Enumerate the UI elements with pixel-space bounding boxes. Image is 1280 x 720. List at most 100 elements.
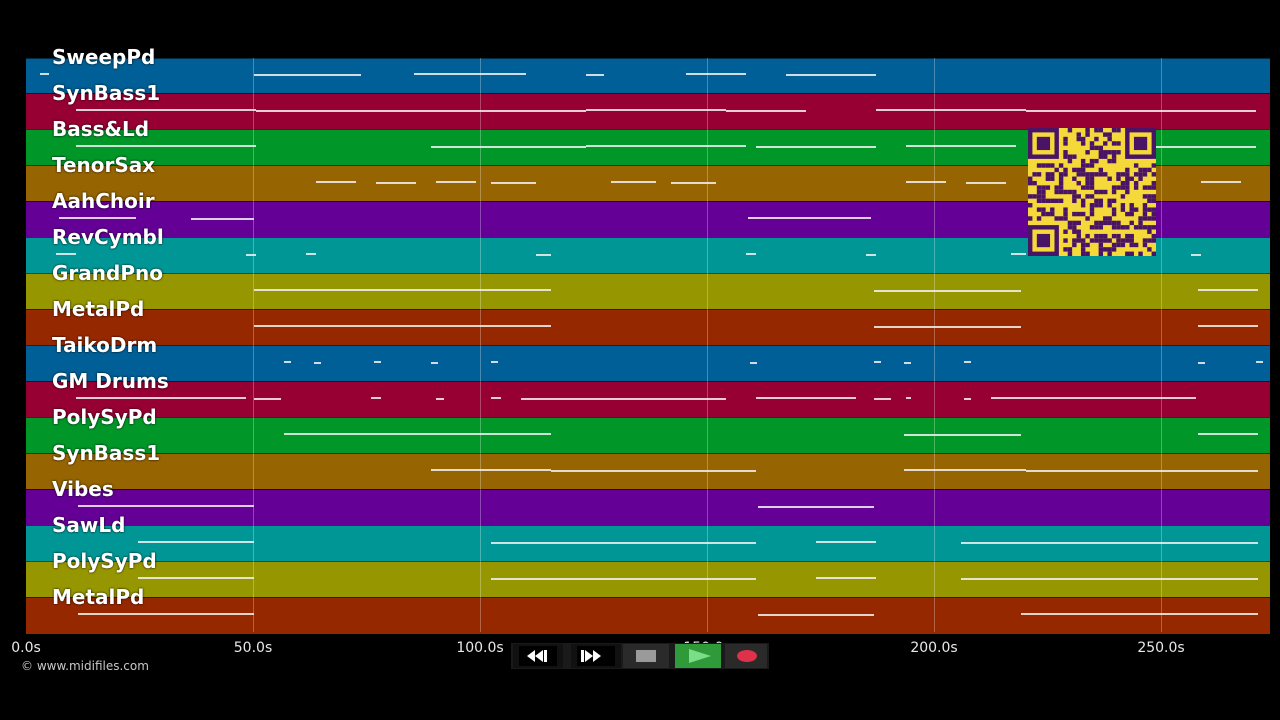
note-event: [906, 145, 1016, 147]
track-lane[interactable]: [26, 417, 1270, 454]
note-event: [874, 326, 1021, 328]
note-event: [491, 361, 498, 363]
track-label: GM Drums: [52, 369, 169, 393]
note-event: [431, 146, 586, 148]
tick-label: 250.0s: [1137, 640, 1185, 656]
tick-label: 50.0s: [233, 640, 273, 656]
note-event: [1198, 433, 1258, 435]
track-lane[interactable]: [26, 273, 1270, 310]
note-event: [586, 109, 726, 111]
track-lane[interactable]: [26, 309, 1270, 346]
record-button[interactable]: [725, 644, 767, 668]
gridline: [934, 58, 935, 632]
note-event: [76, 397, 246, 399]
note-event: [756, 397, 856, 399]
note-event: [1198, 325, 1258, 327]
note-event: [436, 181, 476, 183]
note-event: [874, 290, 1021, 292]
note-event: [491, 578, 756, 580]
track-label: Vibes: [52, 477, 114, 501]
play-button[interactable]: [675, 644, 721, 668]
copyright-text: © www.midifiles.com: [21, 659, 149, 673]
note-event: [491, 182, 536, 184]
stop-icon: [636, 650, 656, 662]
note-event: [816, 541, 876, 543]
track-label: SynBass1: [52, 441, 161, 465]
note-event: [491, 397, 501, 399]
note-event: [964, 398, 971, 400]
note-event: [746, 253, 756, 255]
note-event: [536, 254, 551, 256]
track-label: MetalPd: [52, 585, 145, 609]
gridline: [480, 58, 481, 632]
track-lane[interactable]: [26, 597, 1270, 634]
rewind-button[interactable]: [513, 644, 563, 668]
transport-controls: [511, 643, 769, 669]
note-event: [138, 541, 254, 543]
note-event: [306, 253, 316, 255]
tick-label: 100.0s: [456, 640, 504, 656]
qr-code-image: [1028, 128, 1156, 256]
note-event: [78, 505, 254, 507]
track-lane[interactable]: [26, 489, 1270, 526]
note-event: [586, 74, 604, 76]
note-event: [756, 146, 876, 148]
note-event: [40, 73, 49, 75]
note-event: [78, 613, 254, 615]
note-event: [431, 469, 551, 471]
track-label: MetalPd: [52, 297, 145, 321]
note-event: [314, 362, 321, 364]
track-label: RevCymbl: [52, 225, 164, 249]
note-event: [254, 325, 551, 327]
note-event: [254, 74, 361, 76]
note-event: [750, 362, 757, 364]
note-event: [254, 398, 281, 400]
track-label: TaikoDrm: [52, 333, 158, 357]
note-event: [1026, 110, 1256, 112]
note-event: [551, 470, 756, 472]
track-label: AahChoir: [52, 189, 155, 213]
note-event: [284, 433, 551, 435]
note-event: [904, 362, 911, 364]
note-event: [961, 542, 1258, 544]
note-event: [904, 434, 1021, 436]
note-event: [758, 614, 874, 616]
track-label: PolySyPd: [52, 405, 157, 429]
note-event: [1198, 289, 1258, 291]
track-lane[interactable]: [26, 58, 1270, 94]
record-icon: [737, 650, 757, 662]
note-event: [376, 182, 416, 184]
note-event: [1191, 254, 1201, 256]
note-event: [964, 361, 971, 363]
stop-button[interactable]: [623, 644, 669, 668]
note-event: [374, 361, 381, 363]
track-label: TenorSax: [52, 153, 156, 177]
note-event: [961, 578, 1258, 580]
note-event: [1198, 362, 1205, 364]
note-event: [59, 217, 136, 219]
gridline: [253, 58, 254, 632]
note-event: [256, 110, 586, 112]
note-event: [866, 254, 876, 256]
note-event: [56, 253, 76, 255]
note-event: [586, 145, 746, 147]
note-event: [521, 398, 726, 400]
tick-label: 0.0s: [11, 640, 41, 656]
play-icon: [689, 649, 711, 663]
track-label: SawLd: [52, 513, 126, 537]
note-event: [246, 254, 256, 256]
note-event: [1201, 181, 1241, 183]
note-event: [371, 397, 381, 399]
track-lane[interactable]: [26, 345, 1270, 382]
qr-code[interactable]: [1028, 128, 1156, 256]
note-event: [138, 577, 254, 579]
note-events: [26, 58, 1270, 632]
note-event: [874, 361, 881, 363]
note-event: [816, 577, 876, 579]
track-label: Bass&Ld: [52, 117, 150, 141]
note-event: [726, 110, 806, 112]
note-event: [1026, 470, 1258, 472]
note-event: [431, 362, 438, 364]
fast-forward-button[interactable]: [571, 644, 621, 668]
note-event: [748, 217, 871, 219]
